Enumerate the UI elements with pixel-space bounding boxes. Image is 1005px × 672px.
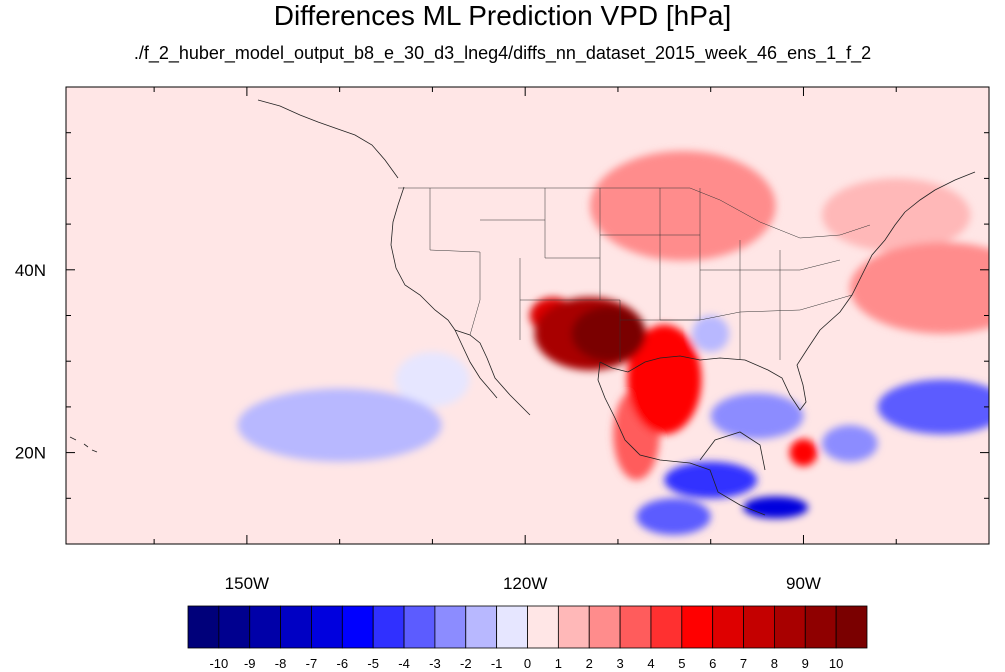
anomaly-region: [822, 178, 971, 252]
y-tick-label: 20N: [15, 444, 46, 463]
colorbar-label: 4: [647, 656, 654, 671]
colorbar-label: 3: [616, 656, 623, 671]
colorbar-label: 7: [740, 656, 747, 671]
colorbar-swatch: [218, 605, 251, 649]
x-tick-label: 90W: [786, 574, 821, 593]
colorbar-swatch: [681, 605, 714, 649]
colorbar-swatch: [403, 605, 436, 649]
anomaly-region: [395, 352, 470, 407]
chart-title: Differences ML Prediction VPD [hPa]: [273, 0, 732, 31]
gulf-coast: [599, 211, 906, 411]
x-tick-label: 120W: [503, 574, 547, 593]
yucatan-coast: [699, 431, 766, 471]
colorbar-label: 5: [678, 656, 685, 671]
colorbar-label: 6: [709, 656, 716, 671]
anomaly-region: [636, 498, 711, 535]
colorbar-swatch: [465, 605, 498, 649]
alaska-panhandle-coast: [257, 99, 399, 179]
map-background: [66, 87, 989, 544]
colorbar-swatch: [588, 605, 621, 649]
anomaly-region: [849, 242, 989, 334]
x-tick-label: 150W: [225, 574, 269, 593]
anomaly-region: [789, 438, 818, 467]
colorbar-swatch: [774, 605, 806, 649]
coastlines: [69, 99, 976, 516]
colorbar-swatch: [372, 605, 405, 649]
anomaly-region: [627, 324, 702, 435]
colorbar-label: -2: [460, 656, 472, 671]
anomaly-region: [692, 315, 730, 353]
colorbar-label: 0: [524, 656, 531, 671]
anomaly-region: [534, 297, 646, 371]
colorbar: -10 -9 -8 -7 -6 -5 -4 -3 -2 -1 0 1 2 3 4 5 6 7 8 9 10: [187, 605, 868, 671]
colorbar-swatch: [619, 605, 652, 649]
colorbar-swatch: [743, 605, 775, 649]
contour-field: [237, 150, 989, 535]
colorbar-label: -8: [275, 656, 287, 671]
colorbar-swatch: [341, 605, 374, 649]
colorbar-swatch: [557, 605, 590, 649]
baja-california: [454, 329, 498, 399]
colorbar-label: -6: [337, 656, 349, 671]
anomaly-region: [710, 393, 804, 439]
colorbar-swatch: [249, 605, 281, 649]
colorbar-swatch: [280, 605, 312, 649]
anomaly-region: [877, 379, 989, 435]
anomaly-region: [590, 150, 776, 261]
colorbar-label: -4: [398, 656, 410, 671]
colorbar-label: 1: [555, 656, 562, 671]
colorbar-label: -9: [244, 656, 256, 671]
colorbar-swatch: [187, 605, 220, 649]
colorbar-swatch: [712, 605, 744, 649]
colorbar-swatch: [496, 605, 528, 649]
colorbar-label: 2: [586, 656, 593, 671]
axis-ticks: [66, 87, 990, 544]
colorbar-label: -10: [209, 656, 228, 671]
state-borders: [398, 187, 871, 362]
colorbar-swatch: [835, 605, 868, 649]
anomaly-region: [664, 461, 758, 499]
anomaly-region: [613, 388, 660, 481]
colorbar-swatch: [434, 605, 467, 649]
colorbar-label: 8: [771, 656, 778, 671]
colorbar-label: 10: [829, 656, 843, 671]
anomaly-region: [237, 388, 442, 462]
colorbar-swatch: [650, 605, 683, 649]
chart-subtitle: ./f_2_huber_model_output_b8_e_30_d3_lneg…: [133, 43, 872, 63]
canada-east-coast: [904, 171, 976, 213]
hawaii-islands: [69, 436, 98, 453]
y-tick-label: 40N: [15, 261, 46, 280]
anomaly-region: [822, 425, 878, 462]
mexico-coast: [597, 361, 766, 516]
colorbar-label: 9: [802, 656, 809, 671]
colorbar-label: -5: [367, 656, 379, 671]
colorbar-swatch: [804, 605, 837, 649]
colorbar-label: -1: [491, 656, 503, 671]
axis-labels: 150W 120W 90W 40N 20N: [15, 261, 821, 593]
colorbar-swatch: [527, 605, 559, 649]
anomaly-region: [743, 496, 809, 519]
us-west-coast: [390, 186, 531, 416]
colorbar-label: -7: [306, 656, 318, 671]
colorbar-swatch: [311, 605, 343, 649]
colorbar-label: -3: [429, 656, 441, 671]
anomaly-region: [571, 306, 646, 362]
map-frame: [65, 86, 990, 545]
anomaly-region: [529, 297, 577, 334]
